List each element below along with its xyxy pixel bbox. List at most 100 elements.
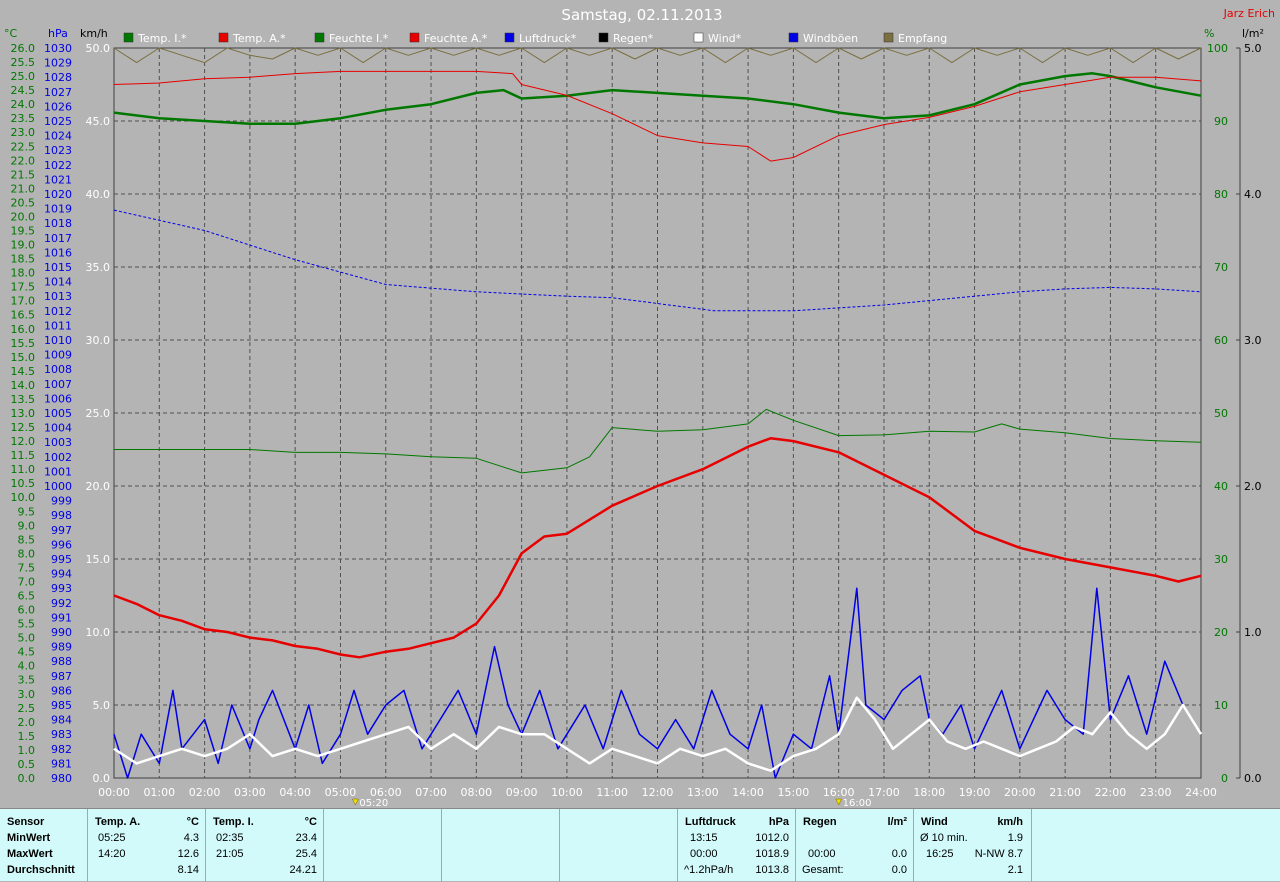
temp-tick-label: 12.0 (11, 435, 36, 448)
temp-tick-label: 9.5 (18, 505, 36, 518)
temp-tick-label: 24.5 (11, 84, 36, 97)
pressure-tick-label: 992 (51, 597, 72, 610)
pressure-tick-label: 1010 (44, 334, 72, 347)
rain-total-value: 0.0 (891, 864, 907, 876)
time-marker-label: 05:20 (359, 798, 388, 808)
x-tick-label: 23:00 (1140, 786, 1172, 799)
temp-tick-label: 12.5 (11, 421, 36, 434)
temp-tick-label: 15.0 (11, 351, 36, 364)
temp-in-column: Temp. I. °C 02:35 23.4 21:05 25.4 24.21 (206, 809, 324, 882)
temp-tick-label: 13.5 (11, 393, 36, 406)
wind-tick-label: 35.0 (86, 261, 111, 274)
legend-label: Empfang (898, 32, 947, 45)
humidity-tick-label: 20 (1214, 626, 1228, 639)
legend-label: Wind* (708, 32, 742, 45)
x-tick-label: 15:00 (778, 786, 810, 799)
pressure-tick-label: 1006 (44, 392, 72, 405)
series-line-feuchte-a (113, 70, 1202, 162)
sensor-header: Sensor (7, 816, 45, 828)
max-row-label: MaxWert (7, 848, 53, 860)
temp-tick-label: 16.5 (11, 309, 36, 322)
series-line-luftdruck (113, 209, 1202, 312)
rain-max-value: 0.0 (891, 848, 907, 860)
pressure-tick-label: 1030 (44, 42, 72, 55)
temp-tick-label: 2.0 (18, 716, 36, 729)
temp-tick-label: 19.0 (11, 239, 36, 252)
temp-in-header: Temp. I. (213, 816, 254, 828)
rain-tick-label: 3.0 (1244, 334, 1262, 347)
temp-out-max-time: 14:20 (98, 848, 126, 860)
wind-avg-value: 1.9 (1007, 832, 1023, 844)
x-tick-label: 02:00 (189, 786, 221, 799)
temp-tick-label: 17.0 (11, 295, 36, 308)
pressure-tick-label: 990 (51, 626, 72, 639)
series-line-wind (113, 696, 1203, 772)
temp-tick-label: 13.0 (11, 407, 36, 420)
sensor-column: Sensor MinWert MaxWert Durchschnitt (0, 809, 88, 882)
temp-tick-label: 6.5 (18, 590, 36, 603)
pressure-unit-label: hPa (48, 27, 68, 40)
pressure-tick-label: 1017 (44, 232, 72, 245)
pressure-tick-label: 1007 (44, 378, 72, 391)
temp-tick-label: 23.5 (11, 112, 36, 125)
pressure-tick-label: 1000 (44, 480, 72, 493)
grid (113, 47, 1202, 779)
legend-label: Regen* (613, 32, 654, 45)
humidity-tick-label: 0 (1221, 772, 1228, 785)
temp-tick-label: 1.0 (18, 744, 36, 757)
temp-in-unit: °C (304, 816, 317, 828)
temp-in-max-value: 25.4 (295, 848, 317, 860)
pressure-tick-label: 1015 (44, 261, 72, 274)
temp-tick-label: 14.0 (11, 379, 36, 392)
x-tick-label: 03:00 (234, 786, 266, 799)
pressure-unit: hPa (768, 816, 789, 828)
x-tick-label: 05:00 (325, 786, 357, 799)
temp-tick-label: 5.5 (18, 618, 36, 631)
pressure-tick-label: 999 (51, 495, 72, 508)
temp-tick-label: 20.5 (11, 196, 36, 209)
x-tick-label: 13:00 (687, 786, 719, 799)
temp-tick-label: 15.5 (11, 337, 36, 350)
pressure-tick-label: 993 (51, 582, 72, 595)
rain-header: Regen (803, 816, 837, 828)
x-tick-label: 09:00 (506, 786, 538, 799)
pressure-tick-label: 1014 (44, 276, 72, 289)
series-line-temp-a (113, 437, 1202, 659)
legend-swatch (504, 32, 515, 43)
pressure-tick-label: 985 (51, 699, 72, 712)
rain-column: Regen l/m² 00:00 0.0 Gesamt: 0.0 (796, 809, 914, 882)
wind-tick-label: 45.0 (86, 115, 111, 128)
pressure-tick-label: 1002 (44, 451, 72, 464)
wind-tick-label: 5.0 (93, 699, 111, 712)
legend-swatch (314, 32, 325, 43)
pressure-tick-label: 989 (51, 641, 72, 654)
wind-tick-label: 20.0 (86, 480, 111, 493)
pressure-tick-label: 1021 (44, 173, 72, 186)
pressure-tick-label: 998 (51, 509, 72, 522)
pressure-tick-label: 983 (51, 728, 72, 741)
wind-tick-label: 30.0 (86, 334, 111, 347)
humidity-tick-label: 100 (1207, 42, 1228, 55)
pressure-tick-label: 988 (51, 655, 72, 668)
pressure-average: 1013.8 (755, 864, 789, 876)
temp-tick-label: 7.5 (18, 561, 36, 574)
temp-tick-label: 0.0 (18, 772, 36, 785)
humidity-tick-label: 70 (1214, 261, 1228, 274)
wind-tick-label: 0.0 (93, 772, 111, 785)
temp-tick-label: 25.0 (11, 70, 36, 83)
humidity-tick-label: 60 (1214, 334, 1228, 347)
legend-swatch (788, 32, 799, 43)
temp-tick-label: 11.5 (11, 449, 36, 462)
pressure-header: Luftdruck (685, 816, 736, 828)
rain-max-time: 00:00 (808, 848, 836, 860)
pressure-tick-label: 986 (51, 684, 72, 697)
pressure-tick-label: 1022 (44, 159, 72, 172)
x-tick-label: 18:00 (913, 786, 945, 799)
pressure-tick-label: 1028 (44, 71, 72, 84)
temp-tick-label: 24.0 (11, 98, 36, 111)
series-line-feuchte-i (114, 408, 1202, 474)
legend-label: Feuchte A.* (424, 32, 488, 45)
x-tick-label: 10:00 (551, 786, 583, 799)
pressure-tick-label: 1025 (44, 115, 72, 128)
temp-tick-label: 18.5 (11, 253, 36, 266)
